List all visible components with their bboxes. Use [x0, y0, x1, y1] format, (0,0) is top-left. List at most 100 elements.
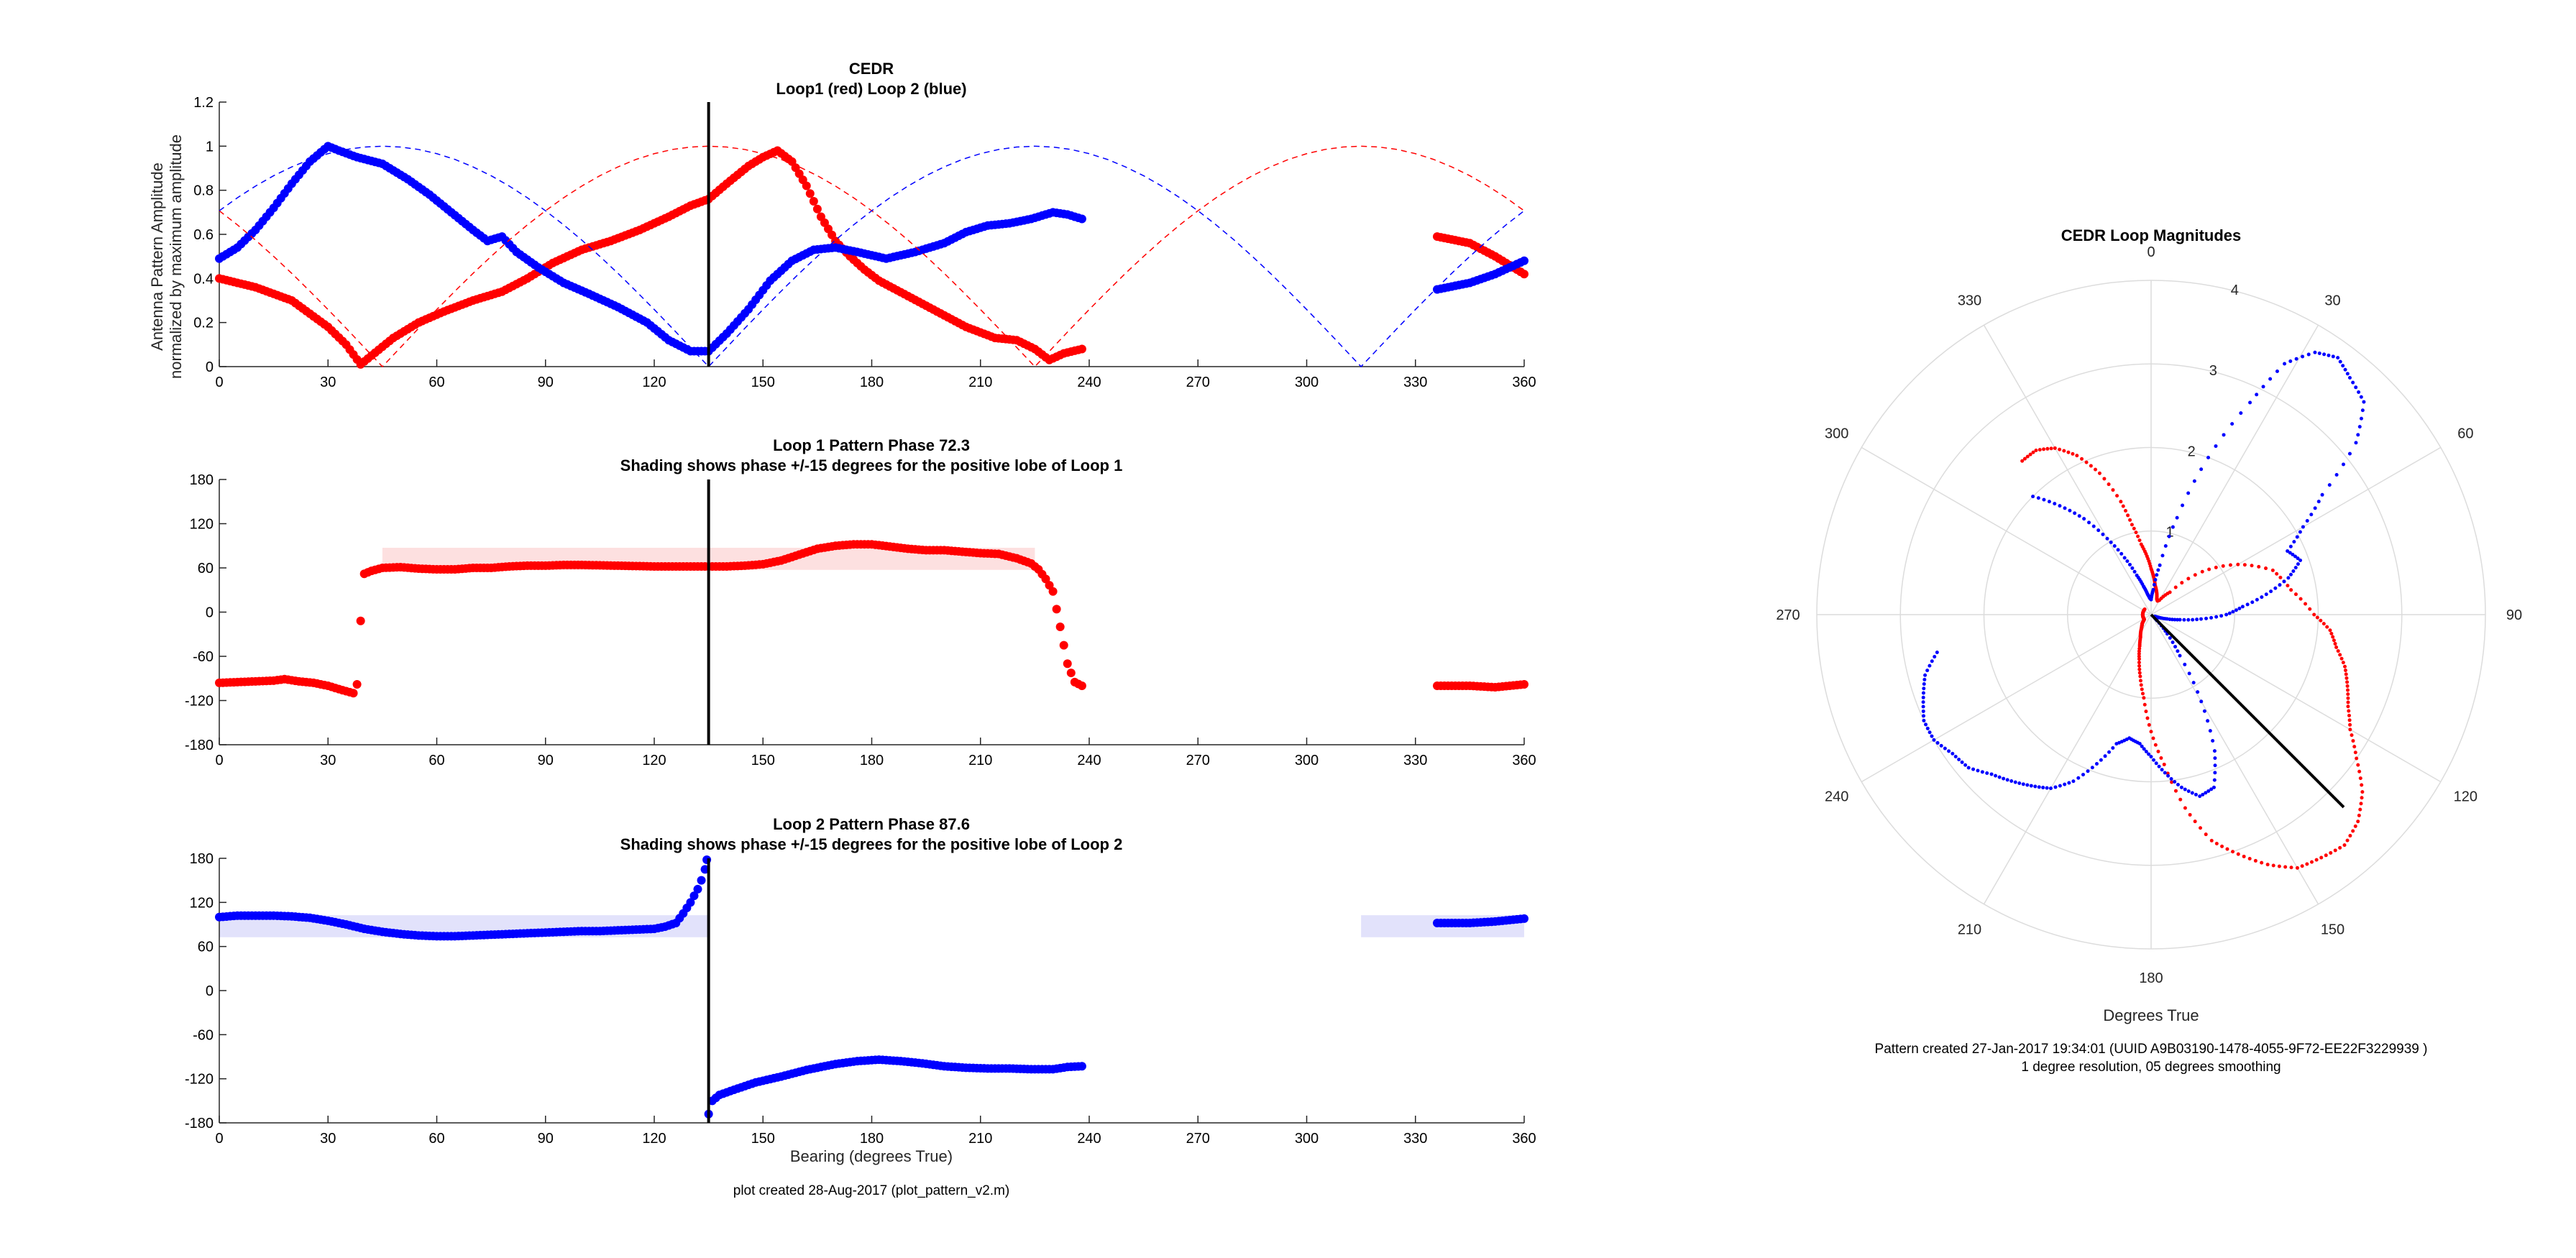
polar-series-1-point	[2341, 462, 2345, 467]
polar-series-0-point	[2089, 464, 2093, 468]
polar-series-1-point	[2025, 783, 2030, 787]
polar-series-1-point	[2261, 385, 2265, 389]
phase2-xtick-label: 330	[1403, 1131, 1427, 1147]
polar-series-1-point	[1980, 770, 1984, 774]
polar-series-1-point	[2171, 640, 2175, 644]
polar-series-0-point	[2325, 625, 2329, 629]
polar-series-0-point	[2126, 513, 2130, 518]
polar-series-1-point	[1922, 718, 1926, 722]
polar-series-0-point	[2156, 749, 2160, 753]
polar-series-0-point	[2305, 862, 2309, 866]
polar-series-0-point	[2315, 615, 2319, 620]
polar-series-1-point	[1925, 669, 1930, 673]
polar-series-1-point	[2219, 614, 2224, 618]
polar-series-1-point	[2359, 395, 2363, 399]
phase1-xtick-label: 60	[428, 753, 444, 768]
polar-series-1-point	[1947, 749, 1951, 753]
polar-series-1-point	[2067, 781, 2071, 785]
polar-series-1-point	[1930, 659, 1934, 664]
polar-series-0-point	[2277, 864, 2281, 868]
polar-series-1-point	[2068, 508, 2072, 513]
polar-series-1-point	[1935, 740, 1940, 745]
polar-series-1-point	[2248, 400, 2252, 405]
polar-series-1-point	[2122, 556, 2127, 560]
polar-series-0-point	[2353, 824, 2357, 828]
polar-series-0-point	[2066, 450, 2071, 454]
amplitude-xtick-label: 60	[428, 375, 444, 390]
polar-series-1-point	[2112, 544, 2117, 548]
phase2-ytick-label: 0	[206, 983, 214, 999]
polar-series-1-point	[2211, 739, 2215, 743]
polar-series-0-point	[2214, 841, 2219, 845]
polar-series-1-point	[2195, 617, 2199, 622]
polar-series-1-point	[1963, 763, 1968, 767]
amplitude-xtick-label: 150	[751, 375, 775, 390]
polar-panel: CEDR Loop Magnitudes Degrees True Patter…	[1776, 226, 2522, 1075]
polar-series-1-point	[2140, 744, 2144, 748]
polar-series-0-point	[2346, 696, 2350, 700]
polar-series-0-point	[2142, 607, 2147, 612]
polar-series-0-point	[2119, 500, 2123, 504]
polar-xlabel: Degrees True	[2103, 1006, 2199, 1024]
polar-series-1-point	[2033, 784, 2038, 789]
polar-series-0-point	[2137, 667, 2142, 671]
polar-series-1-point	[2186, 617, 2191, 622]
polar-series-1-point	[2099, 758, 2103, 762]
polar-series-1-point	[2313, 506, 2317, 510]
polar-series-0-point	[2214, 565, 2218, 569]
polar-series-1-point	[1921, 709, 1925, 713]
polar-series-1-point	[2212, 778, 2217, 782]
polar-series-1-point	[2144, 750, 2148, 754]
phase2-xlabel: Bearing (degrees True)	[790, 1147, 953, 1165]
polar-theta-tick-label: 180	[2139, 970, 2163, 986]
polar-series-0-point	[2178, 797, 2183, 802]
polar-series-1-point	[2230, 422, 2234, 426]
polar-series-0-point	[2142, 696, 2146, 700]
polar-series-1-point	[2187, 671, 2191, 676]
amplitude-xtick-label: 90	[538, 375, 554, 390]
amplitude-series-1-point	[1077, 214, 1086, 224]
polar-series-1-point	[2036, 496, 2040, 500]
polar-series-1-point	[2178, 653, 2182, 658]
polar-series-1-point	[2282, 579, 2286, 584]
phase2-xtick-label: 90	[538, 1131, 554, 1147]
polar-series-0-point	[2271, 863, 2275, 868]
polar-series-1-point	[2356, 433, 2360, 437]
polar-series-1-point	[2224, 612, 2229, 617]
phase2-xtick-label: 300	[1295, 1131, 1319, 1147]
polar-series-0-point	[2289, 866, 2293, 870]
polar-series-0-point	[2138, 674, 2142, 679]
amplitude-xtick-label: 360	[1512, 375, 1536, 390]
polar-series-1-point	[2202, 709, 2206, 713]
polar-series-1-point	[2183, 662, 2187, 666]
polar-series-0-point	[2058, 447, 2062, 451]
phase2-ytick-label: -180	[185, 1116, 214, 1131]
polar-series-1-point	[2213, 771, 2217, 775]
polar-title: CEDR Loop Magnitudes	[2061, 226, 2242, 244]
polar-series-0-point	[2257, 564, 2261, 569]
amplitude-series-1-point	[1520, 256, 1528, 265]
polar-series-1-point	[2076, 776, 2081, 780]
polar-series-1-point	[2206, 719, 2210, 723]
amplitude-xtick-label: 120	[642, 375, 666, 390]
polar-series-1-point	[2296, 556, 2300, 561]
polar-series-0-point	[2358, 776, 2362, 781]
polar-series-1-point	[2163, 543, 2168, 548]
polar-series-1-point	[2306, 352, 2311, 357]
polar-series-1-point	[2209, 787, 2214, 791]
polar-series-1-point	[2191, 681, 2196, 685]
polar-theta-tick-label: 210	[1958, 922, 1981, 937]
polar-series-0-point	[2137, 651, 2141, 656]
polar-series-1-point	[2313, 350, 2317, 354]
polar-series-0-point	[2324, 853, 2328, 858]
polar-r-tick-label: 2	[2188, 444, 2196, 459]
polar-series-1-point	[2214, 615, 2219, 619]
polar-series-0-point	[2333, 848, 2337, 853]
polar-series-1-point	[2101, 532, 2105, 536]
polar-series-1-point	[1951, 751, 1955, 756]
polar-series-1-point	[2288, 572, 2293, 577]
polar-series-0-point	[2342, 843, 2347, 848]
polar-series-0-point	[2338, 653, 2342, 657]
phase1-xtick-label: 90	[538, 753, 554, 768]
